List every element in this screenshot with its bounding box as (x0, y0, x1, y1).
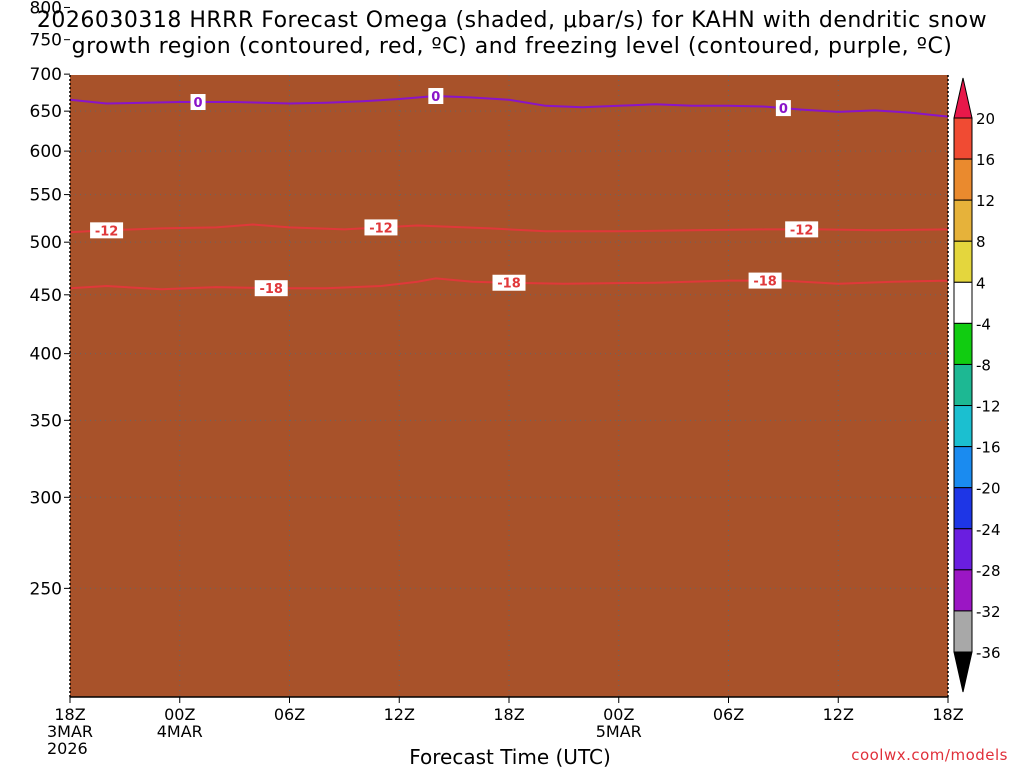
isotherm-label-bg (785, 221, 819, 238)
isotherm-label-bg (364, 219, 398, 236)
colorbar-label: -32 (976, 603, 1001, 621)
isotherm-label: -18 (259, 282, 283, 297)
isotherm-label-bg (492, 274, 526, 291)
colorbar-label: 12 (976, 192, 995, 210)
colorbar-label: 8 (976, 233, 986, 251)
x-tick-label: 00Z (603, 705, 634, 724)
y-tick-label: 450 (30, 286, 62, 306)
colorbar-label: -36 (976, 644, 1001, 662)
colorbar-box (953, 528, 973, 571)
x-tick-label: 06Z (713, 705, 744, 724)
y-tick-label: 300 (30, 488, 62, 508)
colorbar-label: -16 (976, 439, 1001, 457)
y-tick-label: 550 (30, 186, 62, 206)
isotherm-line-2 (70, 223, 948, 234)
x-tick-label: 12Z (823, 705, 854, 724)
y-tick-label: 600 (30, 142, 62, 162)
x-tick-label: 2026 (47, 739, 88, 758)
colorbar-box (953, 158, 973, 201)
source-credit: coolwx.com/models (851, 746, 1008, 764)
colorbar-label: -4 (976, 315, 991, 333)
omega-region-18 (941, 0, 963, 40)
y-tick-label: 400 (30, 345, 62, 365)
isotherm-label: -18 (497, 277, 521, 292)
colorbar-box (953, 610, 973, 653)
isotherm-label-bg (90, 222, 124, 239)
isotherm-label: 0 (779, 102, 788, 117)
colorbar-label: -28 (976, 562, 1001, 580)
x-tick-label: 18Z (932, 705, 963, 724)
isotherm-label-bg (254, 280, 288, 297)
isotherm-label: -12 (95, 224, 119, 239)
colorbar-top-arrow (953, 77, 973, 119)
colorbar-box (953, 199, 973, 242)
isotherm-label: -18 (753, 275, 777, 290)
x-tick-label: 3MAR (47, 722, 93, 741)
y-tick-label: 500 (30, 233, 62, 253)
isotherm-line-3 (70, 94, 948, 118)
colorbar-bottom-arrow (953, 651, 973, 693)
x-tick-label: 18Z (54, 705, 85, 724)
isotherm-label-bg (748, 272, 782, 289)
x-tick-label: 00Z (164, 705, 195, 724)
omega-region-5 (247, 0, 254, 74)
x-tick-label: 18Z (493, 705, 524, 724)
colorbar-box (953, 363, 973, 407)
colorbar-label: 20 (976, 110, 995, 128)
colorbar-box (953, 569, 973, 612)
x-tick-label: 5MAR (596, 722, 642, 741)
x-tick-label: 06Z (274, 705, 305, 724)
isotherm-label: 0 (194, 96, 203, 111)
y-tick-label: 750 (30, 31, 62, 51)
colorbar-label: -8 (976, 356, 991, 374)
y-tick-label: 700 (30, 65, 62, 85)
colorbar-label: -20 (976, 480, 1001, 498)
x-tick-label: 12Z (384, 705, 415, 724)
colorbar-box (953, 240, 973, 283)
isotherm-line-1 (70, 277, 948, 291)
colorbar-box (953, 405, 973, 448)
y-tick-label: 350 (30, 411, 62, 431)
colorbar-label: 16 (976, 151, 995, 169)
colorbar-box (953, 487, 973, 530)
isotherm-label: -12 (369, 221, 393, 236)
isotherm-label-bg (428, 88, 444, 105)
colorbar-box (953, 446, 973, 489)
colorbar-box (953, 322, 973, 365)
x-tick-label: 4MAR (157, 722, 203, 741)
y-tick-label: 650 (30, 102, 62, 122)
colorbar-label: 4 (976, 274, 986, 292)
y-tick-label: 800 (30, 0, 62, 18)
y-tick-label: 250 (30, 579, 62, 599)
isotherm-label-bg (190, 94, 206, 111)
isotherm-label: -12 (790, 223, 814, 238)
colorbar-label: -24 (976, 521, 1001, 539)
colorbar-box (953, 281, 973, 324)
colorbar-box (953, 117, 973, 160)
omega-region-19 (325, 43, 328, 60)
chart-title-line2: growth region (contoured, red, ºC) and f… (71, 34, 953, 59)
x-axis-label: Forecast Time (UTC) (409, 745, 611, 769)
colorbar-label: -12 (976, 398, 1001, 416)
isotherm-label-bg (775, 100, 791, 117)
isotherm-label: 0 (431, 90, 440, 105)
plot-area: -18 -18 -18 -12 -12 -12 0 0 0 (70, 0, 963, 697)
chart-title-line1: 2026030318 HRRR Forecast Omega (shaded, … (36, 8, 988, 33)
